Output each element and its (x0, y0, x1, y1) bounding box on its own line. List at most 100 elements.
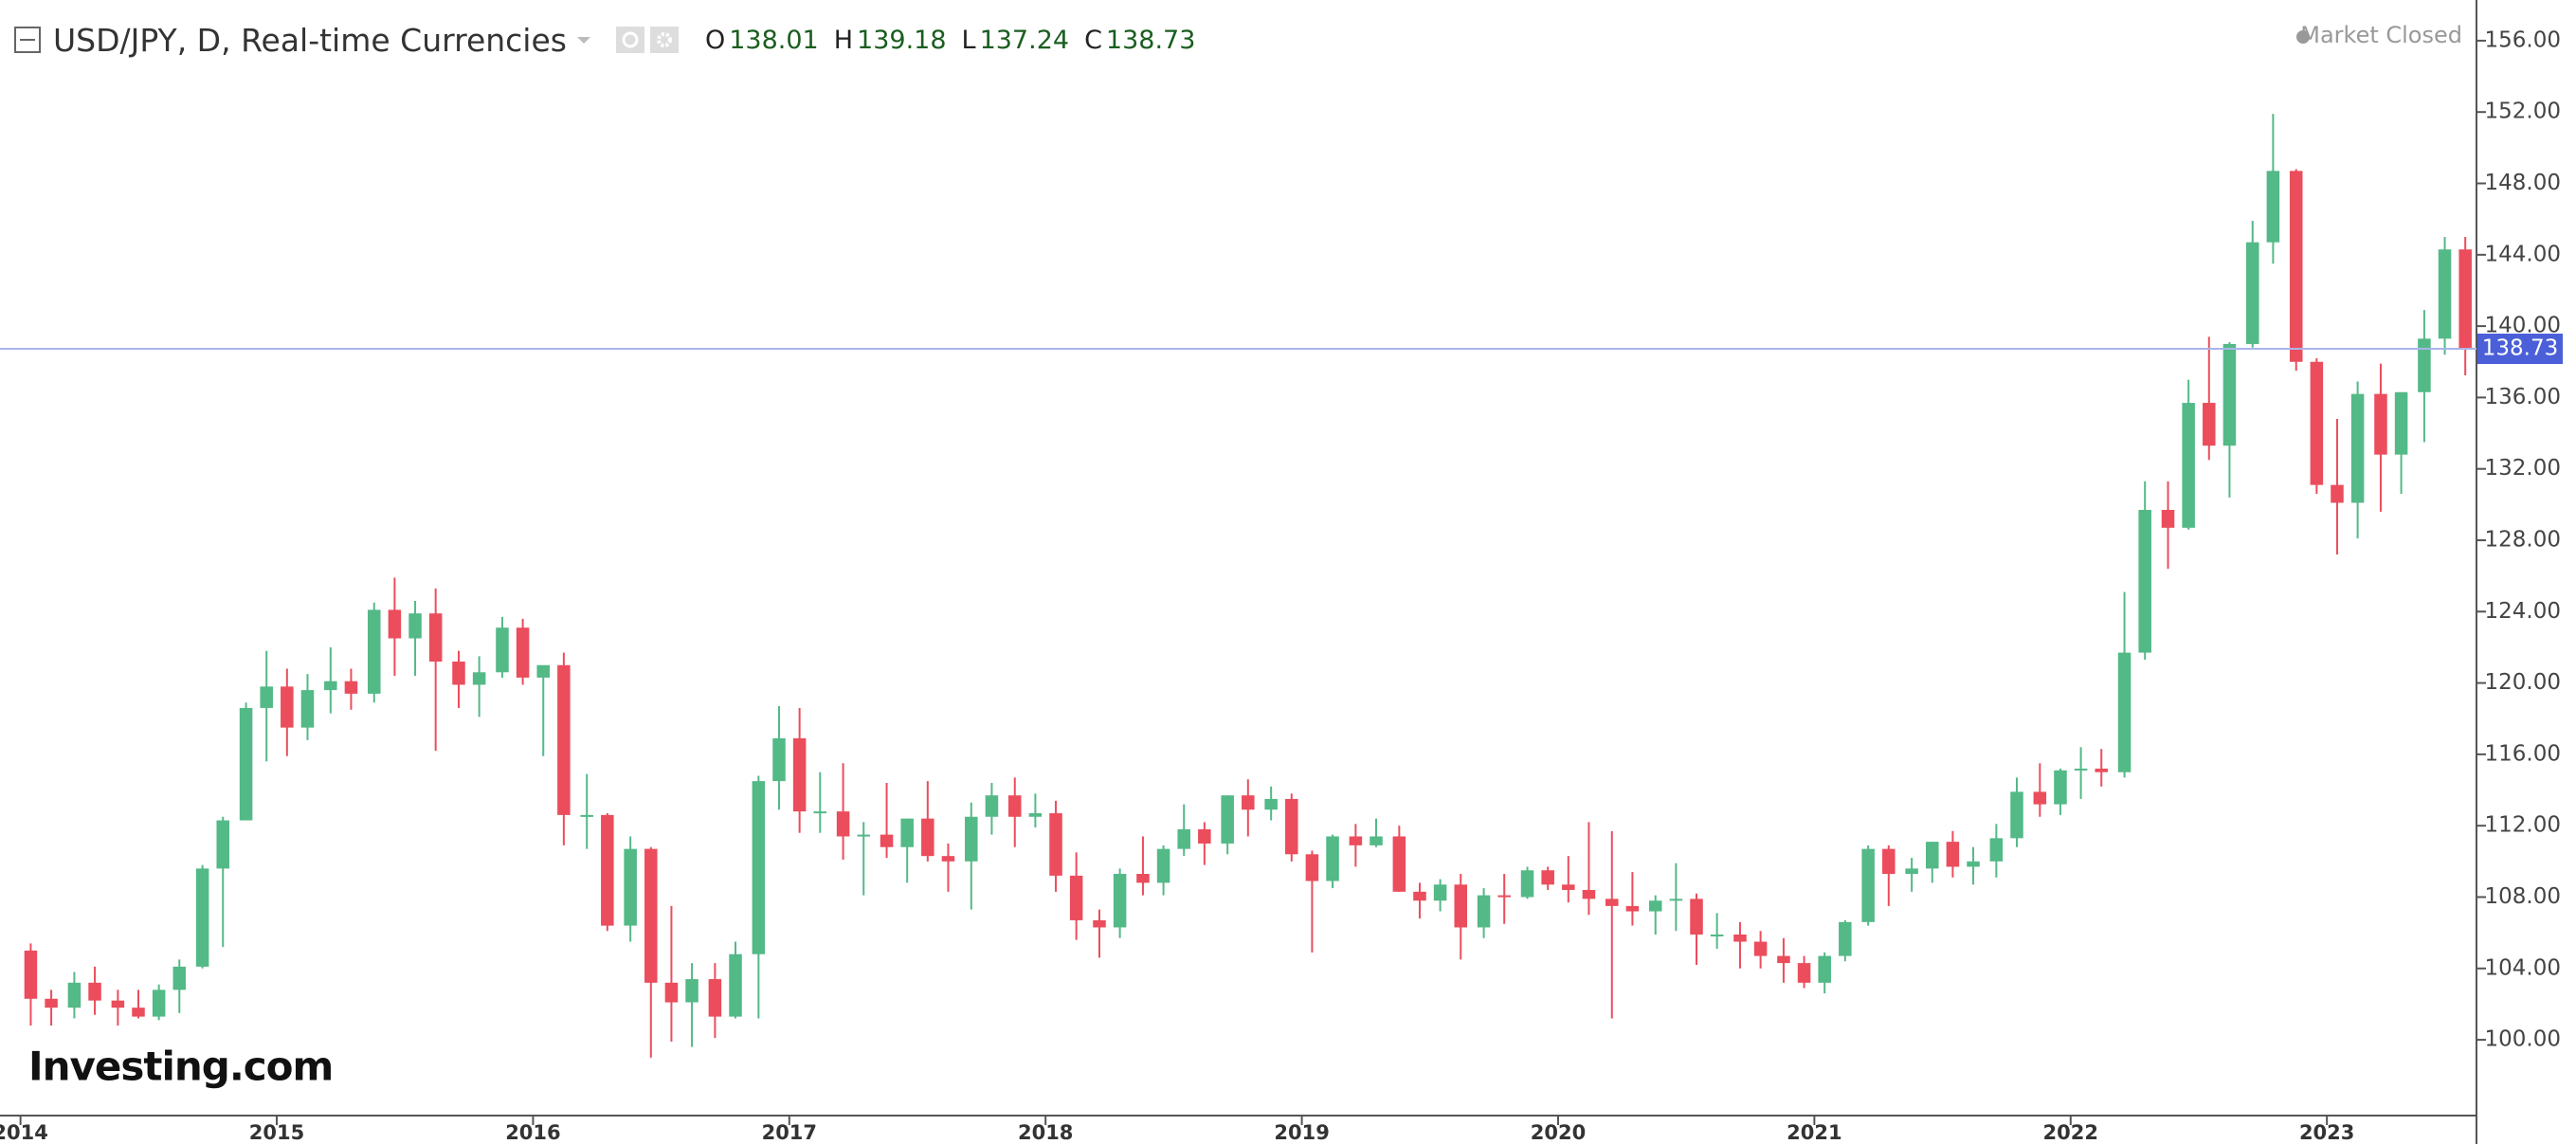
candle-body (2438, 249, 2452, 339)
candle-body (941, 856, 955, 862)
ohlc-value: 138.73 (1105, 25, 1196, 55)
candle-body (1370, 836, 1383, 845)
candle-body (1605, 899, 1619, 906)
candle-body (1989, 838, 2004, 862)
candle-body (664, 982, 679, 1003)
candle-body (1797, 963, 1811, 983)
candle-body (1648, 900, 1662, 912)
candle-body (2182, 403, 2195, 528)
candle-body (880, 834, 894, 847)
candle-body (1777, 955, 1790, 964)
candle-body (752, 781, 766, 954)
candle-body (516, 627, 530, 678)
candle-body (2074, 768, 2088, 771)
candle-body (2374, 393, 2387, 455)
candle-body (708, 979, 722, 1017)
candle-body (260, 686, 273, 708)
y-tick-label: 144.00 (2485, 242, 2561, 266)
candle-body (921, 818, 934, 857)
candle-body (1541, 870, 1554, 885)
candle-body (1454, 884, 1468, 928)
candle-body (132, 1008, 145, 1017)
candle-body (1349, 836, 1363, 845)
candle-body (1497, 895, 1511, 898)
candle-body (2289, 171, 2303, 362)
candle-body (1392, 836, 1406, 892)
candle-body (216, 820, 230, 869)
y-tick-label: 128.00 (2485, 527, 2561, 552)
candle-body (1967, 861, 1980, 867)
candle-body (1007, 795, 1022, 817)
candle-body (1093, 919, 1106, 928)
x-tick-label: 2023 (2299, 1121, 2354, 1144)
dropdown-arrow[interactable] (574, 30, 593, 49)
candle-body (1690, 899, 1703, 935)
candle-body (281, 686, 294, 728)
candle-body (2222, 343, 2237, 446)
candle-body (195, 868, 209, 967)
candle-body (580, 814, 593, 817)
candle-body (1818, 955, 1831, 983)
candle-body (1905, 868, 1918, 875)
candle-body (67, 982, 82, 1008)
candle-body (88, 982, 101, 1001)
x-tick-label: 2022 (2043, 1121, 2098, 1144)
candle-body (1520, 870, 1534, 898)
candle-body (1198, 828, 1211, 844)
candle-body (1882, 848, 1896, 875)
candle-body (1861, 848, 1875, 922)
candle-body (2054, 770, 2067, 805)
candle-body (1753, 941, 1768, 956)
ohlc-label: H (833, 25, 854, 55)
x-tick-label: 2017 (762, 1121, 817, 1144)
candle-body (792, 737, 807, 812)
candle-body (472, 672, 486, 685)
candle-body (1710, 935, 1724, 937)
candle-body (813, 811, 827, 814)
candle-body (1049, 813, 1062, 876)
candle-body (45, 998, 58, 1008)
candle-body (2394, 391, 2408, 455)
candle-body (685, 979, 698, 1003)
candle-body (2138, 509, 2151, 653)
candle-body (644, 848, 658, 983)
candle-body (1839, 921, 1852, 956)
header-icons[interactable] (615, 25, 684, 55)
ohlc-value: 138.01 (729, 25, 819, 55)
candle-body (2010, 791, 2023, 839)
y-tick-label: 108.00 (2485, 884, 2561, 909)
candle-body (2245, 242, 2259, 344)
y-tick-label: 120.00 (2485, 670, 2561, 695)
x-tick-label: 2021 (1787, 1121, 1841, 1144)
candle-body (1028, 813, 1043, 817)
x-tick-label: 2020 (1531, 1121, 1586, 1144)
candle-body (2117, 652, 2132, 772)
last-price-box (2477, 334, 2563, 365)
candle-body (1156, 848, 1170, 883)
candle-body (428, 613, 443, 662)
candle-body (368, 609, 381, 694)
candle-body (2418, 338, 2431, 392)
candle-body (1242, 795, 1255, 810)
candle-body (900, 818, 914, 847)
y-tick-label: 104.00 (2485, 955, 2561, 980)
y-tick-label: 136.00 (2485, 385, 2561, 409)
candle-body (965, 816, 978, 862)
ohlc-label: L (961, 25, 976, 55)
candle-body (408, 613, 422, 639)
candles (24, 114, 2472, 1058)
candle-body (1477, 895, 1491, 928)
header: USD/JPY, D, Real-time Currencies O 138.01… (13, 17, 1195, 63)
candle-body (1625, 905, 1640, 912)
candle-body (1733, 935, 1747, 942)
collapse-button[interactable] (13, 26, 42, 54)
candle-body (557, 664, 571, 815)
candle-body (152, 990, 166, 1017)
symbol-title[interactable]: USD/JPY, D, Real-time Currencies (53, 21, 567, 59)
status-dot (2296, 30, 2310, 44)
y-tick-label: 124.00 (2485, 599, 2561, 624)
y-tick-label: 148.00 (2485, 171, 2561, 195)
candle-body (836, 811, 850, 837)
candle-body (2203, 403, 2216, 446)
